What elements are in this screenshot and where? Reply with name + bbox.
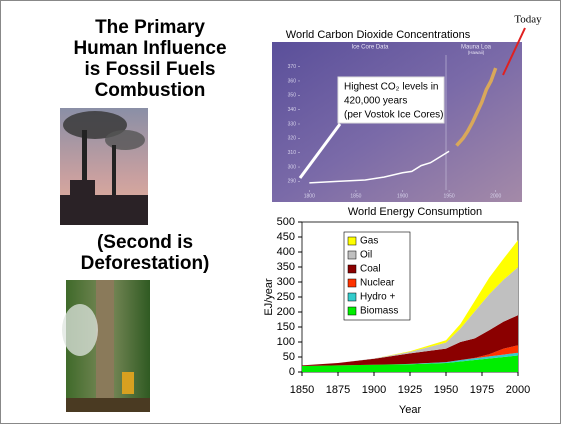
legend-box [343,231,411,321]
y-tick-label: 50 [283,351,295,363]
y-tick-label: 290 [288,179,297,185]
y-tick-label: 400 [277,246,295,258]
callout-text: 420,000 years [344,96,407,107]
y-tick-label: 450 [277,231,295,243]
legend-label: Hydro + [360,292,395,303]
y-tick-label: 300 [277,276,295,288]
today-arrow [502,27,526,76]
x-tick-label: 1875 [326,384,350,396]
annotation: Mauna Loa [461,45,492,51]
title-line: Human Influence [73,38,226,59]
area [302,355,518,372]
y-axis-label: EJ/year [263,278,275,316]
title-line: is Fossil Fuels [85,59,216,80]
y-tick-label: 340 [288,107,297,113]
y-tick-label: 150 [277,321,295,333]
y-tick-label: 370 [288,64,297,70]
y-tick-label: 300 [288,164,297,170]
callout-box [337,76,445,124]
y-tick-label: 350 [288,93,297,99]
area [302,267,518,366]
x-tick-label: 1925 [398,384,422,396]
legend-swatch [347,264,357,274]
x-tick-label: 2000 [490,193,501,199]
x-tick-label: 1975 [470,384,494,396]
y-tick-label: 360 [288,78,297,84]
y-tick-label: 330 [288,121,297,127]
chart-title: World Energy Consumption [348,206,482,218]
y-tick-label: 310 [288,150,297,156]
subtitle-line: Deforestation) [81,253,210,274]
x-tick-label: 1950 [434,384,458,396]
subtitle-line: (Second is [97,232,193,253]
annotation: (Hawaii) [468,50,485,55]
x-tick-label: 1850 [290,384,314,396]
legend-swatch [347,250,357,260]
co2-line [455,67,498,147]
x-tick-label: 1900 [397,193,408,199]
co2-line [309,150,450,184]
y-tick-label: 0 [289,366,295,378]
chart-title: World Carbon Dioxide Concentrations [286,29,471,41]
callout-text: (per Vostok Ice Cores) [344,110,443,121]
annotation: Ice Core Data [351,45,389,51]
x-tick-label: 2000 [506,384,530,396]
legend-swatch [347,292,357,302]
x-tick-label: 1850 [350,193,361,199]
x-tick-label: 1800 [304,193,315,199]
smokestack-photo [60,108,148,225]
legend-swatch [347,236,357,246]
legend-swatch [347,278,357,288]
x-axis-label: Year [399,404,422,416]
legend-label: Oil [360,250,372,261]
callout-arrow [298,123,342,179]
area [302,352,518,366]
left-column: The Primary Human Influence is Fossil Fu… [60,17,227,412]
annotation: Today [514,14,542,26]
callout-text: Highest CO₂ levels in [344,82,438,93]
area [302,315,518,366]
legend-label: Coal [360,264,381,275]
legend-swatch [347,306,357,316]
co2-figure: Ice Core Data Mauna Loa (Hawaii) Highest… [272,14,542,202]
legend-label: Nuclear [360,278,395,289]
y-tick-label: 500 [277,216,295,228]
title-line: The Primary [95,17,205,38]
legend-label: Biomass [360,306,398,317]
area [302,240,518,366]
title-line: Combustion [95,80,206,101]
legend-label: Gas [360,236,378,247]
forest-photo [62,280,150,412]
y-tick-label: 250 [277,291,295,303]
y-tick-label: 320 [288,136,297,142]
y-tick-label: 100 [277,336,295,348]
y-tick-label: 350 [277,261,295,273]
y-tick-label: 200 [277,306,295,318]
x-tick-label: 1900 [362,384,386,396]
x-tick-label: 1950 [444,193,455,199]
